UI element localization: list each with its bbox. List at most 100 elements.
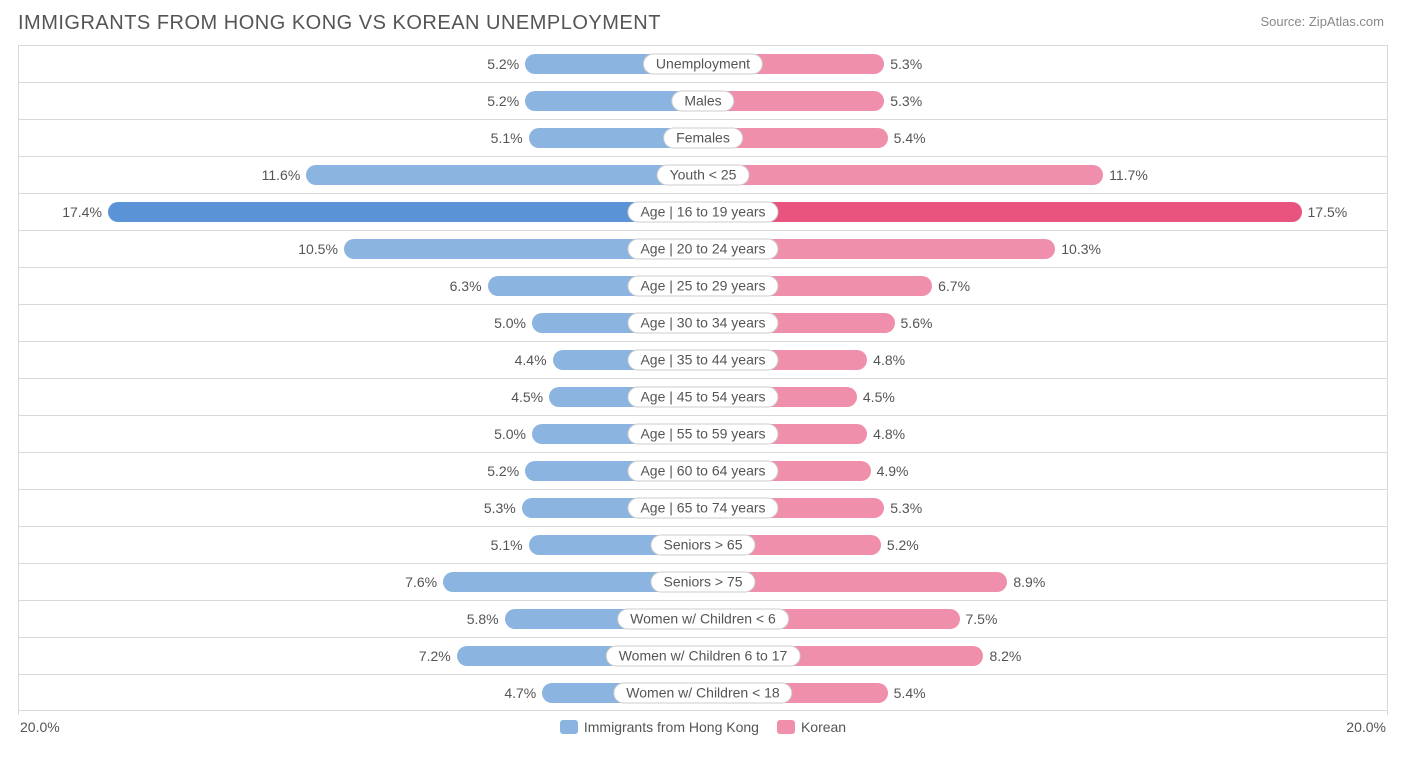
row-right-half: 11.7% [703,157,1387,193]
right-value-label: 4.8% [873,352,905,368]
left-value-label: 17.4% [62,204,102,220]
left-value-label: 10.5% [298,241,338,257]
row-right-half: 10.3% [703,231,1387,267]
row-right-half: 5.2% [703,527,1387,563]
chart-area: 5.2%5.3%Unemployment5.2%5.3%Males5.1%5.4… [18,45,1388,715]
row-left-half: 5.0% [19,305,703,341]
legend: Immigrants from Hong Kong Korean [560,719,846,735]
row-left-half: 7.2% [19,638,703,674]
chart-row: 5.1%5.2%Seniors > 65 [19,526,1387,563]
legend-item-right: Korean [777,719,846,735]
row-right-half: 5.3% [703,83,1387,119]
source-attribution: Source: ZipAtlas.com [1260,14,1384,29]
row-right-half: 5.4% [703,120,1387,156]
legend-label-right: Korean [801,719,846,735]
category-label: Age | 45 to 54 years [627,387,778,408]
right-value-label: 5.2% [887,537,919,553]
category-label: Age | 20 to 24 years [627,239,778,260]
row-right-half: 4.9% [703,453,1387,489]
left-value-label: 5.2% [487,56,519,72]
chart-row: 5.0% 5.6% Age | 30 to 34 years [19,304,1387,341]
left-value-label: 5.1% [491,537,523,553]
category-label: Youth < 25 [657,165,750,186]
left-value-label: 7.6% [405,574,437,590]
chart-row: 17.4% 17.5% Age | 16 to 19 years [19,193,1387,230]
chart-row: 10.5% 10.3% Age | 20 to 24 years [19,230,1387,267]
category-label: Women w/ Children 6 to 17 [606,646,801,667]
right-value-label: 10.3% [1061,241,1101,257]
right-bar [703,202,1302,222]
row-right-half: 6.7% [703,268,1387,304]
row-left-half: 7.6% [19,564,703,600]
left-value-label: 4.7% [504,685,536,701]
category-label: Women w/ Children < 6 [617,609,789,630]
left-value-label: 5.8% [467,611,499,627]
left-bar [306,165,703,185]
row-left-half: 4.7% [19,675,703,710]
row-right-half: 5.3% [703,46,1387,82]
row-left-half: 5.0% [19,416,703,452]
left-value-label: 6.3% [450,278,482,294]
category-label: Age | 30 to 34 years [627,313,778,334]
right-value-label: 11.7% [1109,167,1148,183]
right-value-label: 5.3% [890,500,922,516]
category-label: Females [663,128,743,149]
row-right-half: 4.8% [703,416,1387,452]
right-value-label: 5.6% [901,315,933,331]
chart-row: 5.2% 5.3% Unemployment [19,45,1387,82]
category-label: Age | 35 to 44 years [627,350,778,371]
right-bar [703,165,1103,185]
left-value-label: 5.0% [494,426,526,442]
chart-row: 4.4% 4.8% Age | 35 to 44 years [19,341,1387,378]
source-prefix: Source: [1260,14,1308,29]
right-value-label: 17.5% [1308,204,1348,220]
chart-row: 5.8% 7.5% Women w/ Children < 6 [19,600,1387,637]
category-label: Age | 65 to 74 years [627,498,778,519]
chart-row: 4.7%5.4%Women w/ Children < 18 [19,674,1387,711]
left-value-label: 5.3% [484,500,516,516]
left-value-label: 4.4% [515,352,547,368]
row-right-half: 8.2% [703,638,1387,674]
row-right-half: 5.6% [703,305,1387,341]
row-left-half: 11.6% [19,157,703,193]
right-value-label: 6.7% [938,278,970,294]
category-label: Age | 25 to 29 years [627,276,778,297]
right-value-label: 5.3% [890,56,922,72]
chart-row: 5.2% 4.9% Age | 60 to 64 years [19,452,1387,489]
row-left-half: 6.3% [19,268,703,304]
chart-row: 7.2% 8.2% Women w/ Children 6 to 17 [19,637,1387,674]
left-value-label: 5.0% [494,315,526,331]
left-value-label: 11.6% [262,167,301,183]
row-right-half: 4.5% [703,379,1387,415]
chart-row: 5.2% 5.3%Males [19,82,1387,119]
right-value-label: 8.9% [1013,574,1045,590]
row-left-half: 5.2% [19,46,703,82]
chart-row: 6.3% 6.7% Age | 25 to 29 years [19,267,1387,304]
row-left-half: 5.2% [19,453,703,489]
left-value-label: 5.2% [487,463,519,479]
category-label: Age | 55 to 59 years [627,424,778,445]
category-label: Unemployment [643,54,763,75]
left-value-label: 5.1% [491,130,523,146]
right-value-label: 8.2% [989,648,1021,664]
row-left-half: 5.8% [19,601,703,637]
right-value-label: 4.9% [877,463,909,479]
legend-swatch-left [560,720,578,734]
category-label: Males [671,91,734,112]
category-label: Age | 60 to 64 years [627,461,778,482]
left-bar [108,202,703,222]
right-value-label: 7.5% [966,611,998,627]
left-value-label: 4.5% [511,389,543,405]
axis-row: 20.0% Immigrants from Hong Kong Korean 2… [18,719,1388,735]
category-label: Age | 16 to 19 years [627,202,778,223]
row-left-half: 17.4% [19,194,703,230]
left-value-label: 7.2% [419,648,451,664]
chart-row: 11.6% 11.7% Youth < 25 [19,156,1387,193]
left-value-label: 5.2% [487,93,519,109]
chart-title: IMMIGRANTS FROM HONG KONG VS KOREAN UNEM… [18,12,1388,35]
axis-left-label: 20.0% [20,719,60,735]
row-right-half: 7.5% [703,601,1387,637]
chart-row: 5.3% 5.3% Age | 65 to 74 years [19,489,1387,526]
row-left-half: 5.1% [19,527,703,563]
right-value-label: 5.4% [894,685,926,701]
